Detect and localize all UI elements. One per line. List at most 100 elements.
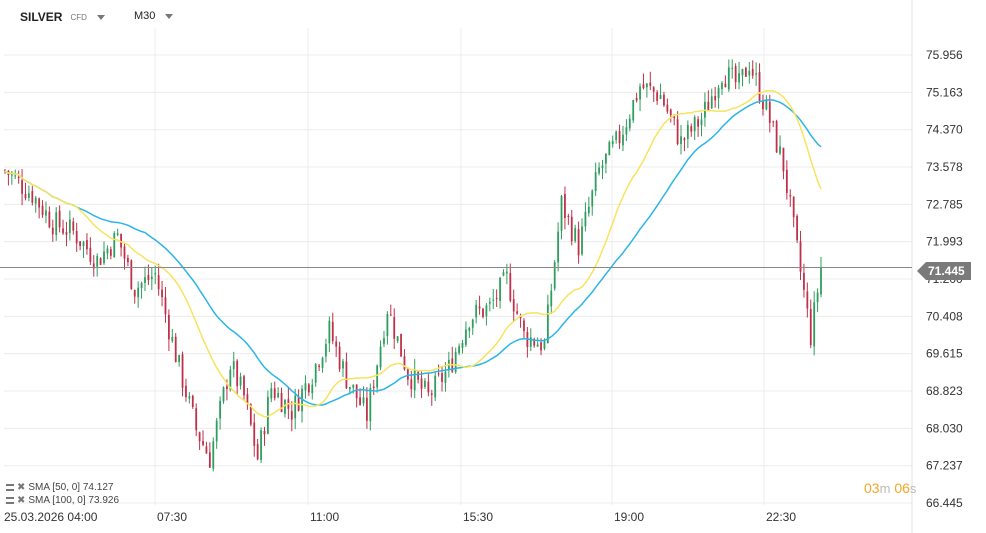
candle-body [202,440,204,446]
candle-body [109,249,112,256]
candle-body [550,290,553,307]
candle-body [263,430,266,435]
candle-body [523,320,525,332]
candle-body [628,118,631,129]
candle-body [389,314,392,316]
symbol-selector[interactable]: SILVER CFD [20,10,105,24]
candle-body [533,339,536,346]
close-icon[interactable]: ✖ [17,482,26,493]
candle-body [212,441,215,469]
y-tick-label: 70.408 [926,309,963,323]
y-tick-label: 73.578 [926,160,963,174]
candle-body [266,396,269,434]
candle-body [465,329,467,345]
candle-body [482,308,484,317]
candle-body [731,67,734,69]
candle-body [17,177,20,179]
candle-body [260,430,262,461]
candle-body [41,205,44,216]
timeframe-selector[interactable]: M30 [134,10,174,22]
candle-body [280,393,283,413]
candle-body [198,432,201,442]
candle-body [673,114,676,119]
candle-body [31,191,34,203]
candle-body [587,206,590,214]
candle-body [468,327,471,332]
candle-body [642,84,645,89]
candle-body [92,263,95,269]
candle-body [659,94,662,100]
candle-body [529,337,532,347]
candle-body [666,104,669,112]
candle-body [379,346,382,368]
candle-body [485,305,488,317]
candle-body [492,299,495,301]
candle-body [342,361,344,369]
candle-body [741,68,744,76]
candle-body [331,321,334,342]
candle-body [649,82,652,86]
candle-body [417,371,420,380]
candle-body [813,302,816,347]
settings-icon[interactable] [6,497,14,504]
candle-body [113,233,116,258]
candle-body [150,276,153,280]
candle-body [318,365,321,368]
candle-body [601,165,604,168]
candle-body [229,369,232,390]
y-tick-label: 75.956 [926,48,963,62]
candle-body [598,167,600,174]
candle-body [782,147,785,172]
candle-body [570,216,573,242]
candle-body [386,314,389,337]
candle-body [488,301,491,304]
candle-body [65,232,68,235]
candle-body [765,99,768,110]
candle-body [55,212,58,236]
candle-body [775,121,778,153]
candle-body [693,116,696,132]
x-tick-label: 07:30 [157,510,187,524]
candle-body [294,395,297,419]
candle-body [89,247,92,262]
y-tick-label: 66.445 [926,496,963,510]
y-tick-label: 74.370 [926,123,963,137]
candle-body [338,346,341,370]
candle-body [430,393,433,395]
indicator-sma50[interactable]: ✖ SMA [50, 0] 74.127 [6,482,113,493]
candle-body [144,277,146,284]
candle-body [816,292,819,303]
candle-body [605,153,607,164]
candle-body [14,175,17,177]
candle-body [608,141,611,156]
y-tick-label: 71.993 [926,235,963,249]
candle-body [584,211,587,227]
candle-body [369,388,372,422]
candle-body [543,340,546,349]
candle-body [205,446,208,454]
candle-body [99,258,102,265]
candle-body [799,241,802,272]
x-tick-label: 15:30 [463,510,493,524]
candle-body [27,193,30,198]
candle-body [256,444,259,460]
candle-body [359,397,361,405]
candle-body [792,196,795,218]
candle-body [372,386,375,389]
close-icon[interactable]: ✖ [17,495,26,506]
candle-body [680,136,682,145]
candle-body [273,388,276,398]
candle-body [376,365,379,388]
candle-body [222,387,225,402]
candle-body [345,361,348,389]
candle-body [663,94,665,106]
settings-icon[interactable] [6,484,14,491]
candle-body [820,267,822,295]
candle-body [461,343,464,348]
indicator-sma100[interactable]: ✖ SMA [100, 0] 73.926 [6,495,119,506]
candle-body [509,272,512,301]
candle-body [185,385,187,398]
chevron-down-icon [165,13,174,19]
